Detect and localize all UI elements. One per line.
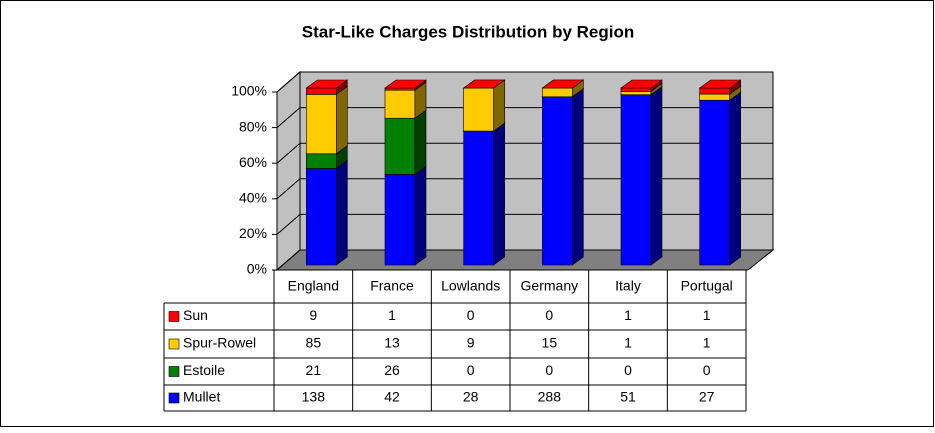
grid-line <box>276 71 773 93</box>
table-value: 0 <box>467 362 475 378</box>
bar-segment <box>542 96 573 266</box>
legend-label: Sun <box>183 307 208 323</box>
legend-key <box>168 311 180 322</box>
table-value: 1 <box>703 335 711 351</box>
table-value: 0 <box>545 307 553 323</box>
bar-segment <box>384 89 416 119</box>
bar-side <box>336 159 348 266</box>
y-tick-label: 80% <box>239 118 267 134</box>
legend-label: Spur-Rowel <box>183 335 256 351</box>
bar-side <box>493 79 505 132</box>
table-value: 1 <box>703 307 711 323</box>
bar-segment <box>306 153 337 169</box>
table-value: 138 <box>302 389 326 405</box>
y-tick-label: 100% <box>231 83 267 99</box>
bar-side <box>650 86 663 266</box>
legend-label: Mullet <box>183 389 220 405</box>
bar-segment <box>384 174 416 266</box>
x-tick-label: Lowlands <box>441 278 500 294</box>
bar-segment <box>306 93 337 155</box>
legend-label: Estoile <box>183 362 225 378</box>
table-value: 1 <box>624 307 632 323</box>
table-value: 9 <box>467 335 475 351</box>
table-value: 0 <box>703 362 711 378</box>
bar-segment <box>384 117 416 175</box>
bar-segment <box>620 87 652 92</box>
bar-segment <box>384 87 416 91</box>
bar-segment <box>542 87 573 98</box>
x-tick-label: France <box>370 278 414 294</box>
chart-title: Star-Like Charges Distribution by Region <box>302 22 635 41</box>
bar-top <box>698 79 742 89</box>
y-tick-label: 20% <box>239 225 267 241</box>
bar-segment <box>699 93 730 101</box>
grid-line <box>276 142 773 164</box>
grid-line <box>276 107 773 128</box>
table-value: 0 <box>545 362 553 378</box>
table-value: 51 <box>620 389 636 405</box>
table-value: 85 <box>306 335 322 351</box>
bar-side <box>414 165 427 266</box>
bar-top <box>384 79 427 89</box>
bar-segment <box>463 130 494 266</box>
table-value: 13 <box>384 335 400 351</box>
table-value: 15 <box>542 335 558 351</box>
table-value: 1 <box>624 335 632 351</box>
bar-segment <box>306 168 337 266</box>
bar-top <box>620 79 663 89</box>
bar-segment <box>306 87 337 95</box>
table-value: 0 <box>624 362 632 378</box>
x-tick-label: Portugal <box>681 278 733 294</box>
table-value: 27 <box>699 389 715 405</box>
side-wall <box>276 70 301 272</box>
table-value: 0 <box>467 307 475 323</box>
table-value: 42 <box>384 389 400 405</box>
bar-segment <box>699 99 730 266</box>
bar-top <box>305 79 349 89</box>
bar-side <box>729 91 741 266</box>
bar-segment <box>699 87 730 95</box>
y-tick-label: 40% <box>239 190 267 206</box>
bar-top <box>462 79 506 89</box>
bar-segment <box>620 91 652 95</box>
x-tick-label: Italy <box>615 278 641 294</box>
bar-side <box>336 85 348 155</box>
table-value: 28 <box>463 389 479 405</box>
table-value: 21 <box>306 362 322 378</box>
table-value: 9 <box>309 307 317 323</box>
y-tick-label: 0% <box>247 261 267 277</box>
grid-line <box>276 213 773 235</box>
legend-key <box>168 366 180 377</box>
floor <box>275 249 775 271</box>
legend-key <box>168 338 180 350</box>
bar-top <box>541 79 585 89</box>
table-value: 288 <box>538 389 562 405</box>
bar-side <box>493 122 505 266</box>
table-value: 26 <box>384 362 400 378</box>
bar-side <box>572 88 584 266</box>
x-tick-label: England <box>288 278 339 294</box>
x-tick-label: Germany <box>521 278 579 294</box>
legend-key <box>168 392 180 404</box>
bar-side <box>414 109 427 175</box>
grid-line <box>276 249 773 271</box>
grid-line <box>276 178 773 200</box>
y-tick-label: 60% <box>239 154 267 170</box>
table-value: 1 <box>388 307 396 323</box>
bar-segment <box>463 87 494 132</box>
bar-segment <box>620 94 652 266</box>
